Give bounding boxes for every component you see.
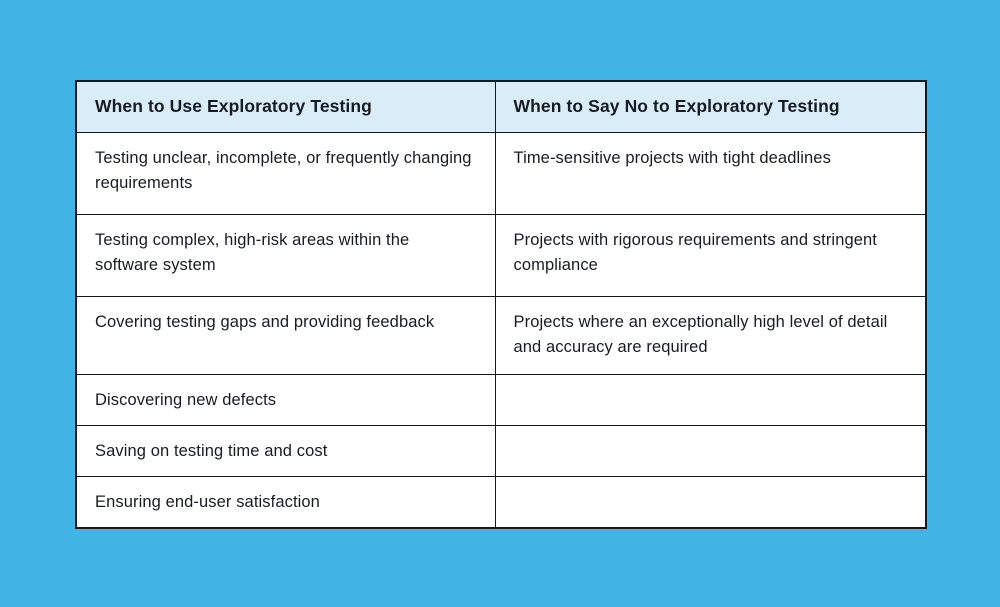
table-header-row: When to Use Exploratory Testing When to … [75, 80, 927, 133]
table-row: Testing complex, high-risk areas within … [75, 213, 927, 297]
cell-say-no-5 [494, 475, 927, 528]
cell-use-3: Discovering new defects [75, 373, 496, 426]
cell-use-4: Saving on testing time and cost [75, 424, 496, 477]
exploratory-testing-comparison-table: When to Use Exploratory Testing When to … [75, 80, 927, 529]
table-row: Ensuring end-user satisfaction [75, 475, 927, 528]
cell-use-2: Covering testing gaps and providing feed… [75, 295, 496, 375]
table-row: Discovering new defects [75, 373, 927, 426]
cell-use-1: Testing complex, high-risk areas within … [75, 213, 496, 297]
cell-say-no-3 [494, 373, 927, 426]
cell-say-no-4 [494, 424, 927, 477]
cell-use-0: Testing unclear, incomplete, or frequent… [75, 131, 496, 215]
cell-use-5: Ensuring end-user satisfaction [75, 475, 496, 528]
cell-say-no-2: Projects where an exceptionally high lev… [494, 295, 927, 375]
cell-say-no-0: Time-sensitive projects with tight deadl… [494, 131, 927, 215]
comparison-table-container: When to Use Exploratory Testing When to … [75, 80, 927, 529]
column-header-when-to-use: When to Use Exploratory Testing [75, 80, 496, 133]
table-row: Covering testing gaps and providing feed… [75, 295, 927, 375]
table-row: Testing unclear, incomplete, or frequent… [75, 131, 927, 215]
table-row: Saving on testing time and cost [75, 424, 927, 477]
column-header-when-to-say-no: When to Say No to Exploratory Testing [494, 80, 927, 133]
cell-say-no-1: Projects with rigorous requirements and … [494, 213, 927, 297]
